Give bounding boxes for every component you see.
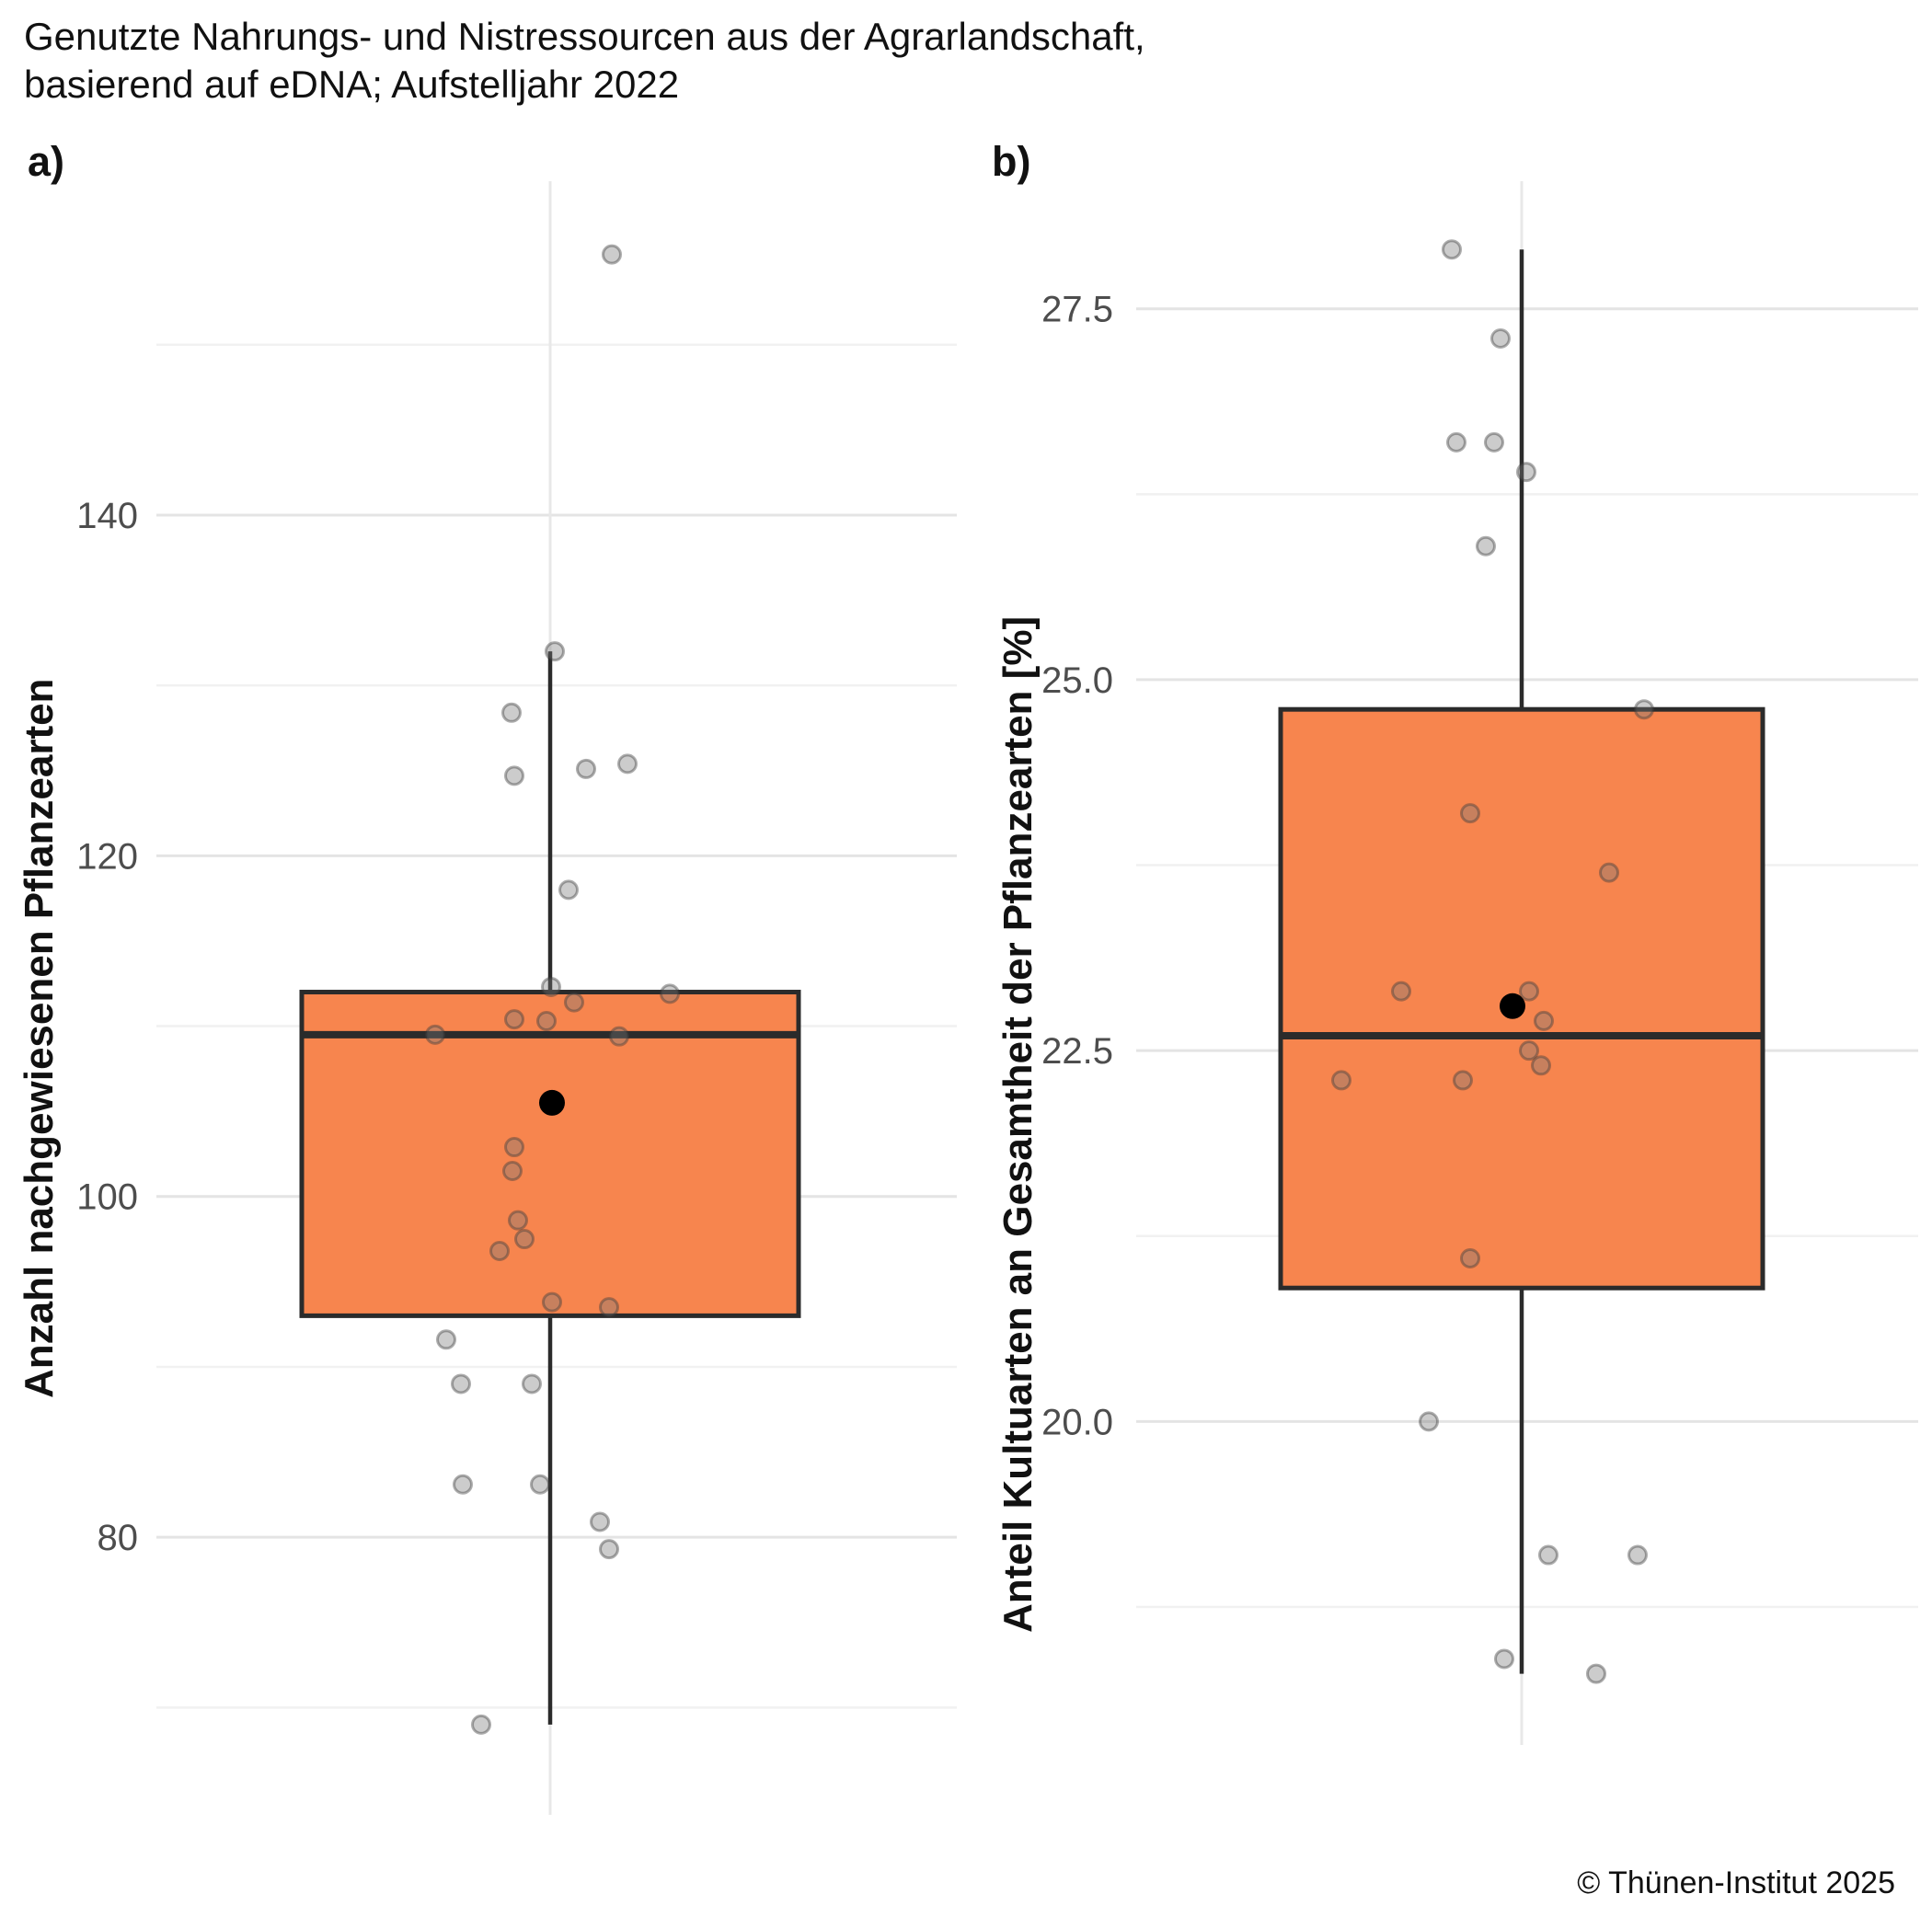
jitter-point: [609, 1026, 629, 1047]
jitter-point: [514, 1229, 535, 1250]
jitter-point: [590, 1511, 610, 1532]
y-tick-label: 27.5: [1041, 290, 1113, 330]
jitter-point: [1419, 1411, 1439, 1432]
jitter-point: [501, 702, 522, 723]
jitter-point: [504, 1137, 524, 1158]
jitter-point: [504, 765, 524, 786]
jitter-point: [1494, 1648, 1514, 1670]
jitter-point: [502, 1160, 523, 1181]
jitter-point: [564, 992, 584, 1013]
panel-tag-b: b): [992, 138, 1031, 185]
jitter-point: [1476, 535, 1496, 557]
jitter-point: [522, 1373, 542, 1394]
jitter-point: [1442, 239, 1462, 260]
y-tick-label: 25.0: [1041, 660, 1113, 701]
jitter-point: [530, 1474, 550, 1495]
mean-point: [1500, 993, 1525, 1019]
jitter-point: [1331, 1070, 1351, 1091]
panel-tag-a: a): [28, 138, 65, 185]
y-tick-label: 140: [76, 496, 138, 536]
jitter-point: [436, 1329, 456, 1350]
jitter-point: [1519, 981, 1539, 1002]
y-axis-title-a: Anzahl nachgewiesenen Pflanzearten: [17, 678, 62, 1398]
jitter-point: [453, 1474, 473, 1495]
jitter-point: [451, 1373, 471, 1394]
jitter-point: [1634, 699, 1654, 720]
jitter-point: [425, 1024, 445, 1045]
jitter-point: [558, 879, 579, 901]
jitter-point: [541, 976, 561, 997]
jitter-point: [1484, 431, 1504, 453]
jitter-point: [471, 1714, 491, 1735]
jitter-point: [576, 758, 596, 779]
jitter-point: [660, 983, 680, 1004]
jitter-point: [1453, 1070, 1473, 1091]
jitter-point: [1586, 1663, 1606, 1684]
jitter-point: [602, 244, 622, 265]
jitter-point: [504, 1009, 524, 1030]
jitter-point: [1490, 327, 1511, 349]
jitter-point: [1516, 462, 1536, 483]
jitter-point: [508, 1210, 528, 1231]
jitter-point: [1538, 1544, 1558, 1566]
y-tick-label: 100: [76, 1177, 138, 1218]
y-tick-label: 120: [76, 836, 138, 877]
jitter-point: [1460, 803, 1480, 824]
jitter-point: [1531, 1055, 1551, 1076]
jitter-point: [1391, 981, 1411, 1002]
box: [299, 990, 801, 1318]
jitter-point: [1534, 1010, 1554, 1031]
y-tick-label: 20.0: [1041, 1402, 1113, 1442]
chart-title: Genutzte Nahrungs- und Nistressourcen au…: [24, 15, 1145, 107]
jitter-point: [542, 1291, 562, 1313]
copyright-notice: © Thünen-Institut 2025: [1577, 1865, 1895, 1900]
jitter-point: [599, 1297, 619, 1318]
y-axis-title-b: Anteil Kultuarten an Gesamtheit der Pfla…: [995, 615, 1041, 1633]
jitter-point: [536, 1011, 557, 1032]
jitter-point: [1446, 431, 1466, 453]
y-tick-label: 80: [98, 1518, 139, 1558]
jitter-point: [489, 1241, 510, 1262]
jitter-point: [1460, 1247, 1480, 1268]
jitter-point: [617, 753, 638, 775]
jitter-point: [1599, 862, 1619, 883]
mean-point: [539, 1089, 565, 1116]
jitter-point: [1627, 1544, 1648, 1566]
jitter-point: [1519, 1040, 1539, 1062]
jitter-point: [545, 641, 565, 662]
y-tick-label: 22.5: [1041, 1031, 1113, 1072]
jitter-point: [599, 1539, 619, 1560]
